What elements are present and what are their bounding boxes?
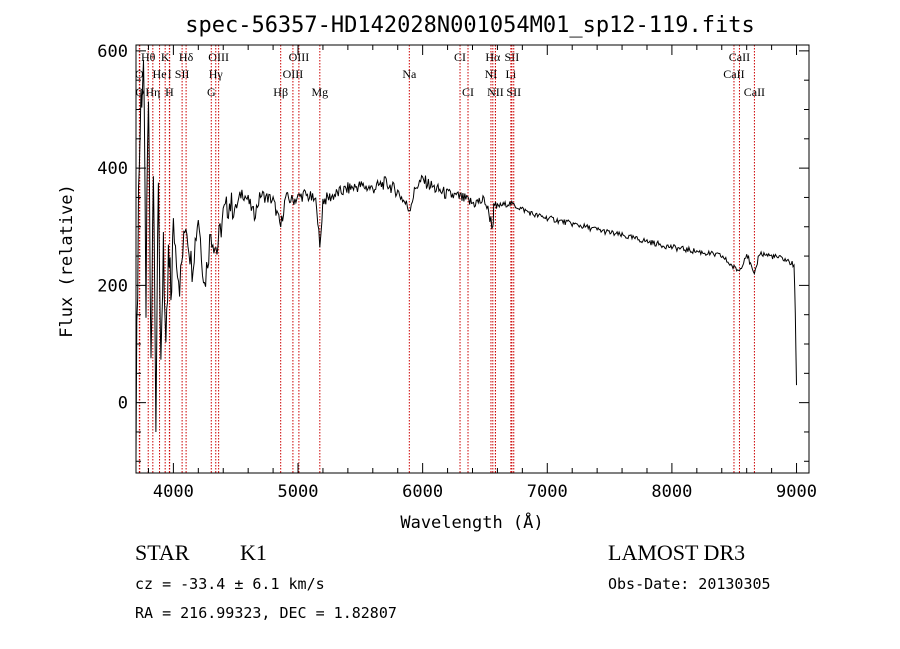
marker-label: O — [135, 85, 144, 99]
marker-label: SII — [506, 85, 521, 99]
marker-label: He — [153, 67, 167, 81]
spectrum-series — [135, 59, 797, 459]
obs-date-text: Obs-Date: 20130305 — [608, 575, 771, 593]
marker-label: O — [135, 67, 144, 81]
x-tick-label: 9000 — [776, 482, 817, 502]
x-axis-label: Wavelength (Å) — [400, 511, 543, 533]
x-tick-label: 4000 — [153, 482, 194, 502]
marker-label: Na — [402, 67, 417, 81]
y-tick-label: 600 — [97, 42, 128, 62]
y-tick-label: 200 — [97, 276, 128, 296]
marker-label: SII — [175, 67, 190, 81]
marker-label: I — [493, 67, 497, 81]
marker-label: Hδ — [179, 50, 194, 64]
marker-label: H — [165, 85, 174, 99]
marker-label: CI — [454, 50, 466, 64]
marker-label: CaII — [729, 50, 750, 64]
x-tick-label: 8000 — [651, 482, 692, 502]
axis-ticks: 4000 5000 6000 7000 8000 9000 0 200 400 600 — [97, 42, 817, 502]
x-tick-label: 7000 — [527, 482, 568, 502]
marker-label: Hγ — [209, 67, 224, 81]
marker-label: OIII — [283, 67, 304, 81]
marker-label: SII — [505, 50, 520, 64]
survey-label: LAMOST DR3 — [608, 540, 746, 565]
coordinates-text: RA = 216.99323, DEC = 1.82807 — [135, 604, 397, 622]
y-tick-label: 0 — [118, 394, 128, 414]
x-tick-label: 6000 — [402, 482, 443, 502]
y-axis-label: Flux (relative) — [57, 184, 77, 338]
y-tick-label: 400 — [97, 159, 128, 179]
marker-label: I — [168, 67, 172, 81]
marker-label: Hα — [485, 50, 501, 64]
object-class: STAR — [135, 540, 190, 565]
marker-label: Hθ — [141, 50, 156, 64]
marker-label: OIII — [208, 50, 229, 64]
marker-label: Hη — [145, 85, 160, 99]
x-tick-label: 5000 — [278, 482, 319, 502]
marker-label: Hβ — [273, 85, 288, 99]
marker-label: Li — [506, 67, 517, 81]
marker-label: CaII — [723, 67, 744, 81]
marker-label: G — [207, 85, 216, 99]
spectrum-line — [135, 59, 797, 459]
plot-frame — [135, 44, 810, 474]
object-subclass: K1 — [240, 540, 267, 565]
marker-label: CI — [462, 85, 474, 99]
marker-label: Mg — [311, 85, 328, 99]
redshift-text: cz = -33.4 ± 6.1 km/s — [135, 575, 325, 593]
marker-label: NI — [485, 67, 498, 81]
chart-title: spec-56357-HD142028N001054M01_sp12-119.f… — [185, 13, 755, 38]
marker-label: CaII — [744, 85, 765, 99]
marker-label: OIII — [289, 50, 310, 64]
marker-label: NII — [487, 85, 504, 99]
marker-label: K — [161, 50, 170, 64]
